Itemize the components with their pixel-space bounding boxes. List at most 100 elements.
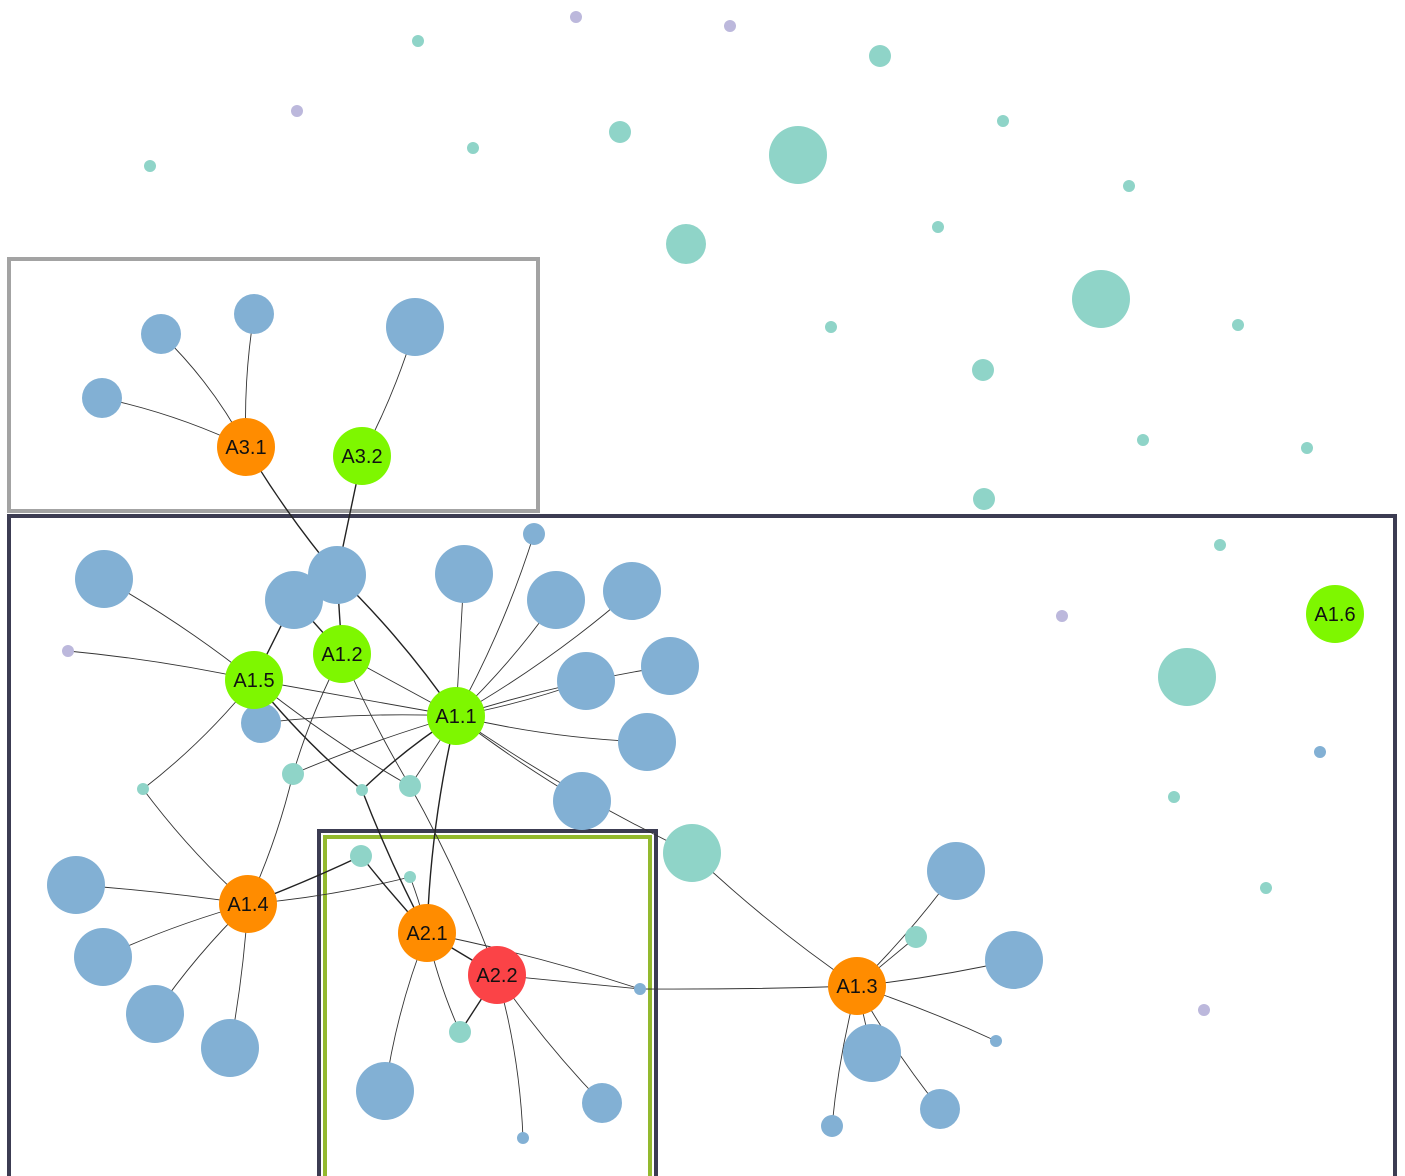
edge-A1.1-A2.1 bbox=[426, 715, 457, 934]
graph-node-blue[interactable] bbox=[241, 703, 281, 743]
graph-node-blue[interactable] bbox=[618, 713, 676, 771]
graph-node-blue[interactable] bbox=[82, 378, 122, 418]
graph-node-lavender[interactable] bbox=[570, 11, 582, 23]
hub-label-A1-5: A1.5 bbox=[233, 670, 274, 692]
graph-node-blue[interactable] bbox=[201, 1019, 259, 1077]
graph-node-blue[interactable] bbox=[356, 1062, 414, 1120]
graph-node-teal[interactable] bbox=[1301, 442, 1313, 454]
graph-node-teal[interactable] bbox=[666, 224, 706, 264]
graph-node-teal[interactable] bbox=[609, 121, 631, 143]
graph-node-teal[interactable] bbox=[282, 763, 304, 785]
graph-node-blue[interactable] bbox=[920, 1089, 960, 1129]
hub-node-A1-2[interactable] bbox=[313, 625, 371, 683]
graph-node-teal[interactable] bbox=[399, 775, 421, 797]
graph-node-blue[interactable] bbox=[141, 314, 181, 354]
graph-node-teal[interactable] bbox=[1158, 648, 1216, 706]
graph-node-lavender[interactable] bbox=[291, 105, 303, 117]
hub-node-A1-6[interactable] bbox=[1306, 585, 1364, 643]
graph-node-blue[interactable] bbox=[435, 545, 493, 603]
graph-node-teal[interactable] bbox=[1232, 319, 1244, 331]
graph-node-teal[interactable] bbox=[404, 871, 416, 883]
hub-label-A2-1: A2.1 bbox=[406, 923, 447, 945]
graph-node-teal[interactable] bbox=[144, 160, 156, 172]
group-box-a2-inner bbox=[323, 835, 652, 1176]
graph-node-teal[interactable] bbox=[997, 115, 1009, 127]
graph-node-teal[interactable] bbox=[905, 926, 927, 948]
hub-node-A3-1[interactable] bbox=[217, 418, 275, 476]
graph-node-blue[interactable] bbox=[927, 842, 985, 900]
graph-node-teal[interactable] bbox=[467, 142, 479, 154]
graph-node-blue[interactable] bbox=[308, 546, 366, 604]
graph-node-teal[interactable] bbox=[663, 824, 721, 882]
hub-node-A1-3[interactable] bbox=[828, 957, 886, 1015]
hub-node-A1-5[interactable] bbox=[225, 651, 283, 709]
graph-labels: A3.1 A3.2 A1.1 A1.2 A1.5 A1.4 A2.1 A2.2 A1.3 A1.6 bbox=[225, 437, 1355, 998]
graph-node-lavender[interactable] bbox=[724, 20, 736, 32]
graph-node-blue[interactable] bbox=[265, 571, 323, 629]
graph-node-blue[interactable] bbox=[234, 294, 274, 334]
graph-node-teal[interactable] bbox=[1214, 539, 1226, 551]
graph-node-teal[interactable] bbox=[825, 321, 837, 333]
graph-node-teal[interactable] bbox=[972, 359, 994, 381]
graph-node-teal[interactable] bbox=[932, 221, 944, 233]
edge-b24-A1.3 bbox=[639, 985, 858, 990]
graph-node-blue[interactable] bbox=[641, 637, 699, 695]
graph-node-teal[interactable] bbox=[1072, 270, 1130, 328]
graph-node-lavender[interactable] bbox=[1198, 1004, 1210, 1016]
hub-label-A1-1: A1.1 bbox=[435, 706, 476, 728]
graph-node-teal[interactable] bbox=[350, 845, 372, 867]
graph-node-teal[interactable] bbox=[412, 35, 424, 47]
edge-A2.1-b24 bbox=[426, 932, 641, 990]
hub-label-A3-1: A3.1 bbox=[225, 437, 266, 459]
hub-node-A2-1[interactable] bbox=[398, 904, 456, 962]
graph-node-teal[interactable] bbox=[449, 1021, 471, 1043]
edge-t5-A1.3 bbox=[691, 852, 858, 987]
graph-node-teal[interactable] bbox=[137, 783, 149, 795]
graph-node-teal[interactable] bbox=[769, 126, 827, 184]
graph-node-blue[interactable] bbox=[74, 928, 132, 986]
graph-node-blue[interactable] bbox=[126, 985, 184, 1043]
hub-node-A1-1[interactable] bbox=[427, 687, 485, 745]
graph-nodes bbox=[47, 11, 1364, 1144]
graph-node-blue[interactable] bbox=[990, 1035, 1002, 1047]
hub-node-A2-2[interactable] bbox=[468, 946, 526, 1004]
group-box-a3 bbox=[7, 257, 540, 513]
graph-node-lavender[interactable] bbox=[62, 645, 74, 657]
edge-A1.5-A1.1 bbox=[253, 679, 457, 717]
graph-node-blue[interactable] bbox=[603, 562, 661, 620]
graph-node-blue[interactable] bbox=[985, 931, 1043, 989]
hub-label-A3-2: A3.2 bbox=[341, 446, 382, 468]
graph-node-blue[interactable] bbox=[821, 1115, 843, 1137]
hub-label-A1-2: A1.2 bbox=[321, 644, 362, 666]
group-box-a1 bbox=[7, 514, 1397, 1176]
hub-node-A1-4[interactable] bbox=[219, 875, 277, 933]
hub-node-A3-2[interactable] bbox=[333, 427, 391, 485]
hub-label-A1-4: A1.4 bbox=[227, 894, 268, 916]
graph-node-blue[interactable] bbox=[582, 1083, 622, 1123]
graph-node-teal[interactable] bbox=[1260, 882, 1272, 894]
graph-node-blue[interactable] bbox=[527, 571, 585, 629]
graph-edges bbox=[67, 313, 1015, 1139]
graph-node-teal[interactable] bbox=[1168, 791, 1180, 803]
graph-node-teal[interactable] bbox=[973, 488, 995, 510]
graph-node-teal[interactable] bbox=[1137, 434, 1149, 446]
graph-node-teal[interactable] bbox=[869, 45, 891, 67]
graph-node-blue[interactable] bbox=[386, 298, 444, 356]
graph-node-teal[interactable] bbox=[356, 784, 368, 796]
graph-node-blue[interactable] bbox=[517, 1132, 529, 1144]
graph-node-blue[interactable] bbox=[47, 856, 105, 914]
graph-node-blue[interactable] bbox=[523, 523, 545, 545]
graph-node-lavender[interactable] bbox=[1056, 610, 1068, 622]
graph-node-blue[interactable] bbox=[634, 983, 646, 995]
graph-node-blue[interactable] bbox=[75, 550, 133, 608]
graph-node-blue[interactable] bbox=[557, 652, 615, 710]
graph-node-teal[interactable] bbox=[1123, 180, 1135, 192]
graph-node-blue[interactable] bbox=[553, 772, 611, 830]
hub-label-A1-6: A1.6 bbox=[1314, 604, 1355, 626]
graph-node-blue[interactable] bbox=[843, 1024, 901, 1082]
hub-label-A2-2: A2.2 bbox=[476, 965, 517, 987]
graph-node-blue[interactable] bbox=[1314, 746, 1326, 758]
hub-label-A1-3: A1.3 bbox=[836, 976, 877, 998]
group-boxes bbox=[7, 257, 1397, 1176]
